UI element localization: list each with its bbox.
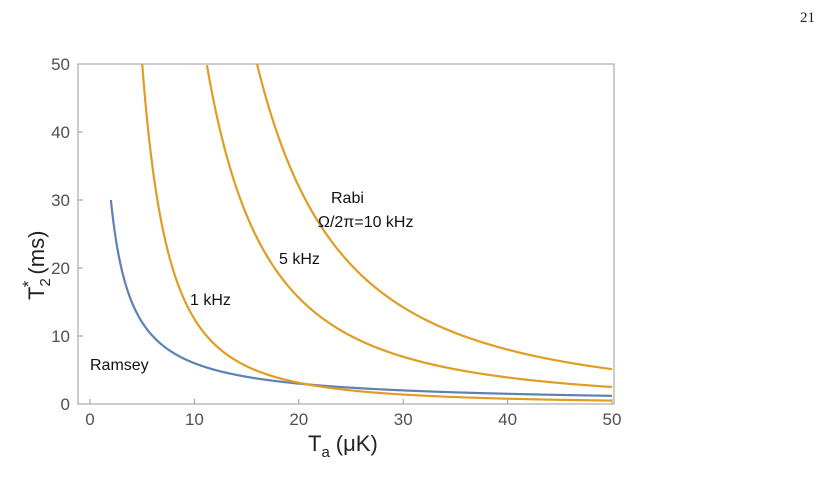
y-tick-label: 50 [51,55,70,74]
x-tick-label: 30 [394,410,413,429]
x-tick-label: 50 [603,410,622,429]
curves [109,63,613,402]
x-tick-labels: 0 10 20 30 40 50 [85,410,621,429]
y-axis-title: T2*(ms) [19,231,54,300]
label-10khz: Ω/2π=10 kHz [318,214,413,231]
axis-ticks [78,63,613,405]
x-tick-label: 20 [289,410,308,429]
ramsey-curve [109,199,613,397]
rabi-curve-2 [205,65,613,389]
x-tick-label: 10 [185,410,204,429]
plot-frame [77,63,615,405]
y-tick-label: 10 [51,327,70,346]
label-5khz: 5 kHz [279,251,320,268]
y-tick-label: 40 [51,123,70,142]
ramsey-label: Ramsey [90,357,149,374]
x-axis-title: Ta (μK) [308,431,378,461]
rabi-label: Rabi [331,190,364,207]
footer-marks [580,483,700,493]
y-tick-label: 30 [51,191,70,210]
y-tick-label: 20 [51,259,70,278]
y-tick-labels: 0 10 20 30 40 50 [51,55,70,414]
rabi-curve-3 [255,63,613,371]
page-number: 21 [800,10,815,26]
x-tick-label: 0 [85,410,94,429]
label-1khz: 1 kHz [190,292,231,309]
y-tick-label: 0 [61,395,70,414]
rabi-curve-1 [141,63,613,402]
x-tick-label: 40 [498,410,517,429]
